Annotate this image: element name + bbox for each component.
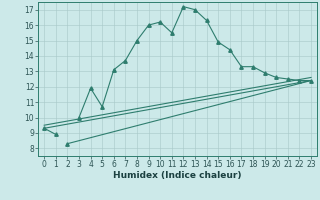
- X-axis label: Humidex (Indice chaleur): Humidex (Indice chaleur): [113, 171, 242, 180]
